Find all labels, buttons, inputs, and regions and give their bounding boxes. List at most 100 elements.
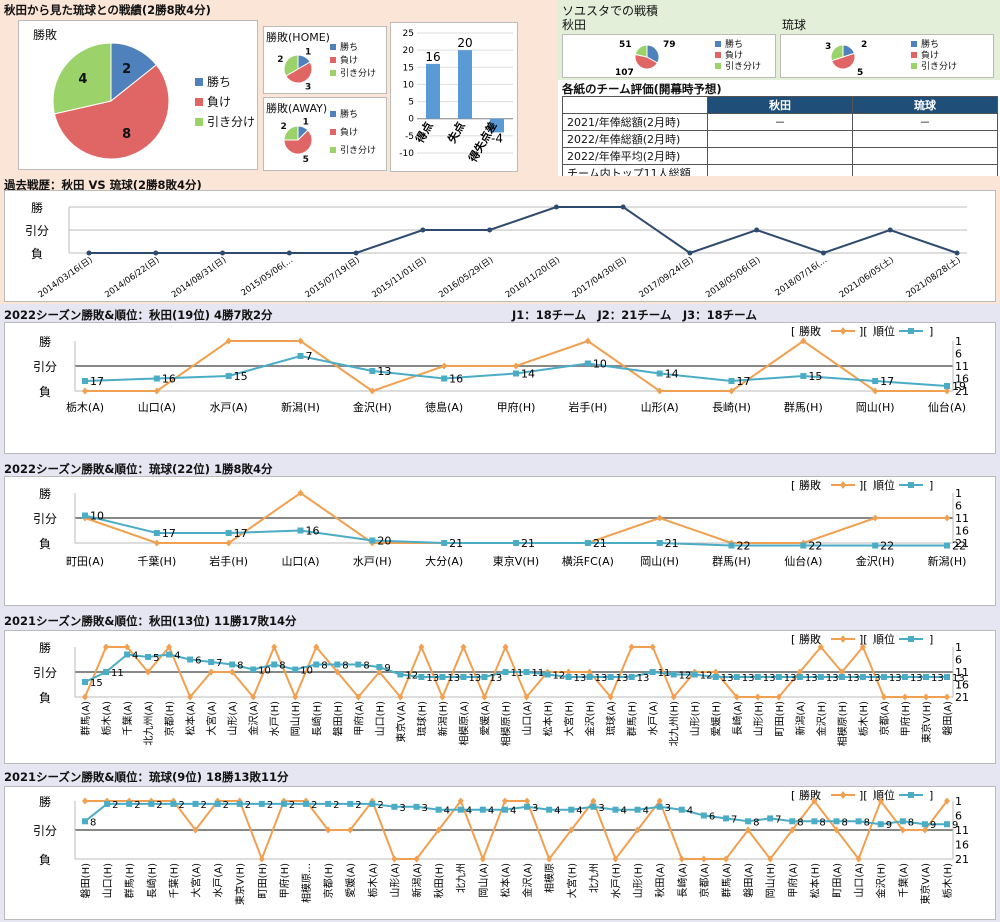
league-note: J1：18チーム J2：21チーム J3：18チーム (512, 308, 757, 322)
rank-point (523, 669, 530, 675)
result-point (670, 693, 677, 701)
rank-point (441, 540, 448, 546)
result-point (944, 693, 950, 701)
legend-label: 勝ち (921, 38, 939, 50)
rank-point (586, 674, 593, 680)
result-point (258, 855, 265, 863)
y-axis-label: 勝 (39, 640, 51, 655)
rank-point (104, 800, 111, 807)
x-tick-label: 北九州 (588, 863, 600, 893)
rank-point (728, 378, 735, 384)
y-axis-label: 引分 (33, 824, 57, 838)
bar-category-label: 失点 (444, 119, 467, 145)
rank-point (944, 821, 950, 828)
result-point (877, 797, 884, 805)
rank-point (656, 370, 663, 377)
y-axis-label: 勝 (39, 486, 51, 501)
result-point (649, 643, 656, 651)
history-point (286, 250, 292, 256)
x-tick-label: 山形(A) (389, 863, 401, 898)
legend-swatch (330, 70, 336, 76)
legend-label: 勝ち (340, 41, 358, 53)
history-point (420, 227, 426, 233)
result-line (85, 798, 948, 862)
x-tick-label: 栃木(A) (100, 701, 113, 736)
away-pie-box: 勝敗(AWAY) 1 5 2 勝ち 負け 引き分け (263, 97, 387, 171)
result-point (833, 826, 840, 834)
rank-value-label: 12 (405, 671, 418, 682)
x-tick-label: 水戸(A) (210, 401, 248, 414)
rank-value-label: 17 (880, 375, 894, 388)
rank-point (82, 818, 88, 825)
rank-point (170, 800, 177, 807)
rank-value-label: 21 (521, 537, 535, 550)
home-pie-box: 勝敗(HOME) 1 3 2 勝ち 負け 引き分け (263, 26, 387, 94)
akita-2022-title: 2022シーズン勝敗&順位：秋田(19位) 4勝7敗2分 (4, 308, 273, 322)
rank-value-label: 16 (449, 373, 463, 386)
result-point (347, 826, 354, 834)
result-point (229, 668, 236, 676)
rank-point (258, 800, 265, 807)
rank-value-label: 13 (574, 673, 587, 684)
x-tick-label: 金沢(H) (875, 863, 888, 898)
result-point (944, 797, 950, 805)
result-point (921, 826, 928, 834)
rank-value-label: 22 (737, 540, 751, 553)
result-point (369, 387, 376, 395)
akita-2021-chart-box: 負引分勝 1 6 11 16 21[勝敗][順位] 15 11 4 5 4 6 7 8 10 8 10 8 8 8 9 1… (4, 630, 996, 764)
x-tick-label: 町田(H) (258, 863, 269, 898)
row-value-ryukyu (852, 147, 998, 165)
rank-value-label: 11 (111, 668, 124, 679)
y-axis-label: 引分 (33, 360, 57, 374)
pie-title: 勝敗 (33, 28, 58, 42)
history-chart-box: 負 引分 勝 2014/03/16(日) 2014/06/22(日) 2014/08/31… (4, 190, 996, 302)
result-point (334, 668, 341, 676)
x-tick-label: 2014/08/31(日) (170, 255, 228, 300)
x-tick-label: 栃木(H) (857, 701, 870, 736)
rank-value-label: 8 (90, 817, 96, 828)
rank-value-label: 2 (377, 800, 383, 811)
evaluation-col-ryukyu: 琉球 (852, 96, 998, 114)
result-point (124, 643, 131, 651)
rank-value-label: 8 (342, 661, 348, 672)
x-tick-label: 千葉(A) (897, 863, 910, 898)
rank-value-label: 13 (784, 673, 797, 684)
rank-tick-label: 6 (955, 348, 962, 361)
result-point (479, 855, 486, 863)
score-bar (458, 50, 472, 119)
rank-value-label: 8 (908, 817, 914, 828)
rank-value-label: 5 (153, 653, 159, 664)
rank-point (649, 669, 656, 675)
legend-swatch (715, 63, 721, 69)
result-point (590, 797, 597, 805)
result-point (678, 855, 685, 863)
history-point (687, 250, 693, 256)
rank-value-label: 3 (598, 803, 604, 814)
overall-pie-slice-label: 4 (78, 72, 87, 87)
rank-value-label: 8 (797, 817, 803, 828)
result-point (767, 855, 774, 863)
table-row: 2021/年俸総額(2月時) － － (562, 113, 998, 131)
rank-value-label: 13 (377, 365, 391, 378)
rank-value-label: 21 (449, 537, 463, 550)
x-tick-label: 京都(H) (322, 863, 335, 898)
rank-point (376, 664, 383, 670)
slice-label: 107 (615, 68, 634, 77)
y-axis-label: 勝 (39, 794, 51, 809)
rank-point (733, 674, 740, 680)
rank-point (524, 803, 531, 810)
row-value-akita (707, 130, 853, 148)
x-tick-label: 山口(A) (854, 863, 866, 898)
result-point (413, 855, 420, 863)
rank-tick-label: 1 (955, 795, 962, 808)
rank-point (397, 671, 404, 678)
rank-value-label: 13 (742, 673, 755, 684)
legend-marker (908, 328, 914, 334)
score-bar-box: 25 20 15 10 5 0 -5 -10 16 得点 20 失点 -4 得失点差 (390, 22, 518, 172)
legend-bracket: [ (791, 633, 795, 646)
overall-pie-slice (53, 64, 170, 160)
rank-tick-label: 21 (955, 537, 969, 550)
x-tick-label: 2018/05/06(日) (704, 255, 762, 300)
sosuta-akita-pie-slice (634, 53, 659, 70)
